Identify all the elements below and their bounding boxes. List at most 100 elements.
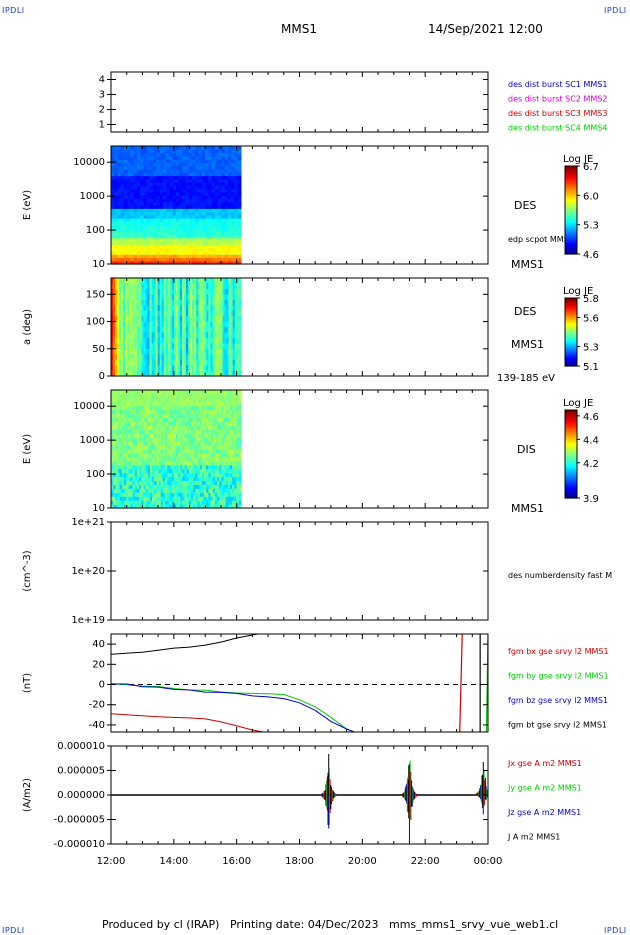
colorbar-tick-label: 5.8 <box>583 294 599 305</box>
y-tick-label: 100 <box>86 225 105 236</box>
spectrogram-cell <box>239 500 242 505</box>
colorbar-tick-label: 4.2 <box>583 459 599 470</box>
panel-sc-coverage <box>111 72 488 132</box>
panel-density <box>111 522 488 620</box>
spectrogram-cell <box>239 421 242 426</box>
spectrogram-cell <box>239 283 242 289</box>
y-tick-label: 1e+21 <box>71 517 105 528</box>
colorbar-tick-label: 6.7 <box>583 162 599 173</box>
spectrogram-cell <box>239 390 242 395</box>
spectrogram-cell <box>239 305 242 311</box>
sc-tick-label: 2 <box>99 105 105 116</box>
spectrogram-cell <box>239 469 242 474</box>
y-tick-label: 10 <box>92 503 105 514</box>
y-tick-label: -20 <box>89 700 105 711</box>
spectrogram-cell <box>239 414 242 419</box>
y-tick-label: 150 <box>86 289 105 300</box>
spectrogram-cell <box>239 496 242 501</box>
y-tick-label: 0 <box>99 680 105 691</box>
spectrogram-cell <box>239 338 242 344</box>
spectrogram-cell <box>239 418 242 423</box>
y-tick-label: 0 <box>99 371 105 382</box>
legend-b-4: fgm bt gse srvy l2 MMS1 <box>508 721 607 730</box>
side-label-energy-range: 139-185 eV <box>497 373 555 384</box>
y-tick-label: 1000 <box>80 191 105 202</box>
legend-b-1: fgm bx gse srvy l2 MMS1 <box>508 647 609 656</box>
spectrogram-cell <box>239 398 242 403</box>
spectrogram-cell <box>239 354 242 360</box>
colorbar-tick-label: 5.1 <box>583 362 599 373</box>
dis-energy-spectrogram <box>111 390 241 509</box>
y-tick-label: -40 <box>89 720 105 731</box>
colorbar-tick-label: 3.9 <box>583 494 599 505</box>
b-field-traces <box>111 632 548 735</box>
y-tick-label: 10000 <box>73 157 105 168</box>
ylabel-dis-energy: E (eV) <box>22 434 33 464</box>
spectrogram-cell <box>239 441 242 446</box>
y-tick-label: 10000 <box>73 401 105 412</box>
spectrogram-cell <box>239 406 242 411</box>
spectrogram-cell <box>239 394 242 399</box>
spectrogram-cell <box>239 327 242 333</box>
spectrogram-cell <box>239 480 242 485</box>
side-label-mms1-c: MMS1 <box>511 502 544 515</box>
sc-tick-label: 3 <box>99 90 105 101</box>
side-label-dis: DIS <box>517 443 536 456</box>
y-tick-label: 1000 <box>80 435 105 446</box>
y-tick-label: 40 <box>92 639 105 650</box>
spectrogram-cell <box>239 492 242 497</box>
side-label-mms1-a: MMS1 <box>511 258 544 271</box>
spectrogram-cell <box>239 343 242 349</box>
sc-tick-label: 1 <box>99 120 105 131</box>
late-trace-bx <box>460 634 463 732</box>
colorbar-tick-label: 4.6 <box>583 412 599 423</box>
y-tick-label: 100 <box>86 317 105 328</box>
spectrogram-cell <box>239 453 242 458</box>
spectrogram-cell <box>239 360 242 366</box>
ylabel-density: (cm^-3) <box>22 550 33 591</box>
colorbar-tick-label: 6.0 <box>583 191 599 202</box>
j-traces <box>111 754 490 843</box>
spectrogram-cell <box>239 410 242 415</box>
spectrogram-cell <box>239 289 242 295</box>
spectrogram-cell <box>239 484 242 489</box>
spectrogram-cell <box>239 465 242 470</box>
spectrogram-cell <box>239 322 242 328</box>
ylabel-b: (nT) <box>22 673 33 693</box>
spectrogram-cell <box>239 473 242 478</box>
y-tick-label: 10 <box>92 259 105 270</box>
spectrogram-cell <box>239 433 242 438</box>
colorbar-des-energy: Log JE6.76.05.34.6 <box>563 154 599 261</box>
side-label-edp: edp scpot MMS1 <box>508 235 574 244</box>
colorbar-dis-energy: Log JE4.64.44.23.9 <box>563 398 599 505</box>
legend-sc-1: des dist burst SC1 MMS1 <box>508 80 607 89</box>
y-tick-label: 20 <box>92 659 105 670</box>
colorbar-des-pitch: Log JE5.85.65.35.1 <box>563 286 599 373</box>
ylabel-des-energy: E (eV) <box>22 190 33 220</box>
side-label-des: DES <box>514 199 536 212</box>
spectrogram-cell <box>239 429 242 434</box>
des-pitch-spectrogram <box>111 278 241 377</box>
legend-sc-4: des dist burst SC4 MMS4 <box>508 124 607 133</box>
spectrogram-cell <box>239 311 242 317</box>
ylabel-des-pitch: a (deg) <box>22 309 33 345</box>
y-tick-label: 50 <box>92 344 105 355</box>
spectrogram-cell <box>239 488 242 493</box>
spectrogram-cell <box>239 402 242 407</box>
y-tick-label: 100 <box>86 469 105 480</box>
colorbar-tick-label: 4.6 <box>583 250 599 261</box>
spectrogram-cell <box>239 300 242 306</box>
spectrogram-cell <box>238 146 242 150</box>
colorbar-tick-label: 5.3 <box>583 343 599 354</box>
spectrogram-cell <box>239 477 242 482</box>
spectrogram-cell <box>239 437 242 442</box>
colorbar-tick-label: 4.4 <box>583 435 599 446</box>
spectrogram-cell <box>239 332 242 338</box>
legend-sc-3: des dist burst SC3 MMS3 <box>508 109 607 118</box>
legend-density: des numberdensity fast M <box>508 571 612 580</box>
legend-b-2: fgm by gse srvy l2 MMS1 <box>508 672 609 681</box>
y-tick-label: 1e+20 <box>71 566 105 577</box>
colorbar-tick-label: 5.6 <box>583 313 599 324</box>
des-energy-spectrogram <box>111 146 241 265</box>
